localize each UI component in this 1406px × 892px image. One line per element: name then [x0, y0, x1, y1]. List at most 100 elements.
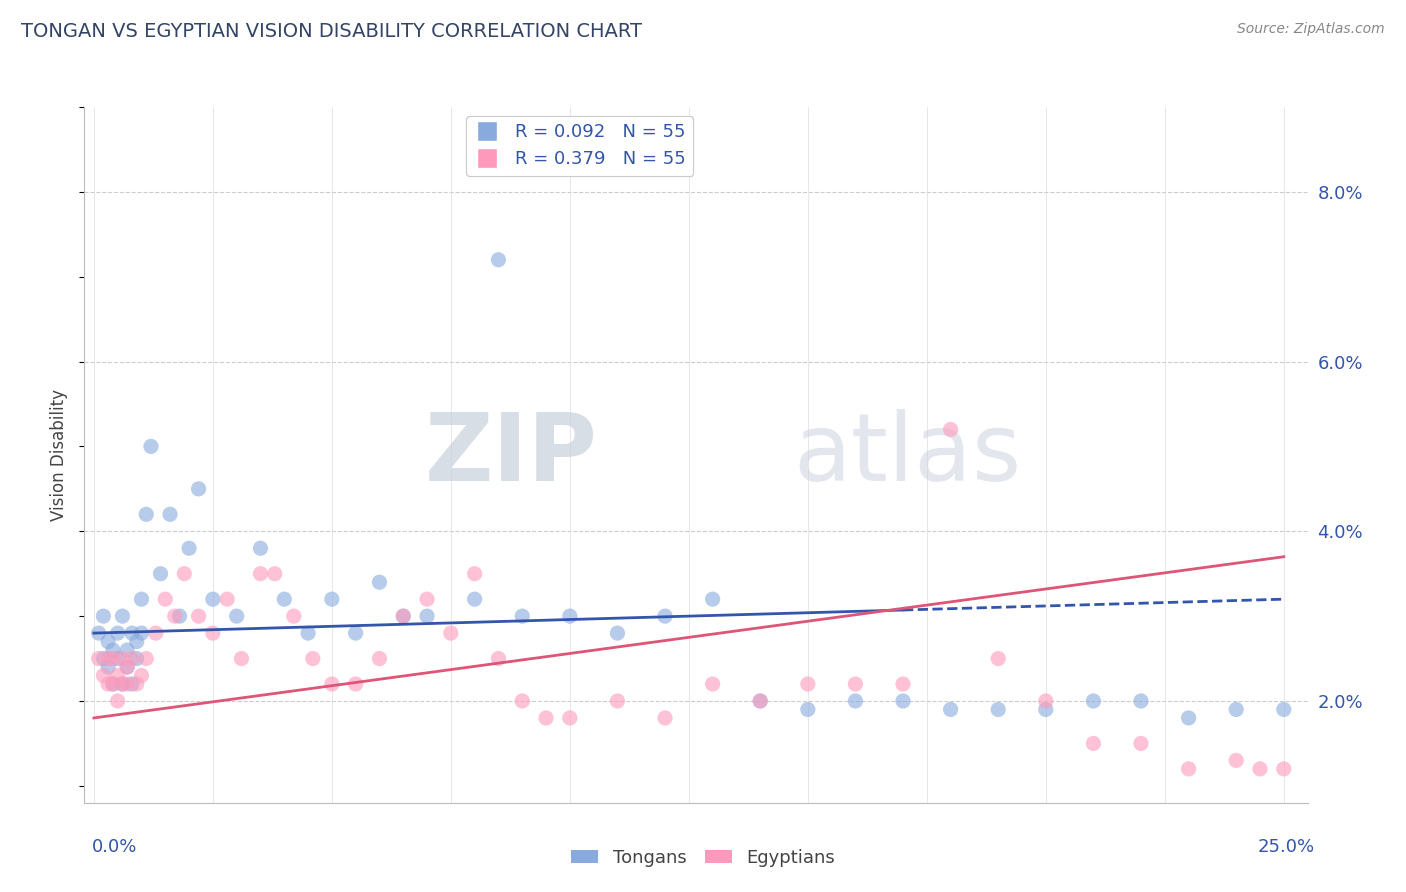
Point: [654, 609, 676, 624]
Point: [797, 677, 820, 691]
Point: [534, 711, 557, 725]
Point: [939, 702, 962, 716]
Point: [797, 702, 820, 716]
Text: TONGAN VS EGYPTIAN VISION DISABILITY CORRELATION CHART: TONGAN VS EGYPTIAN VISION DISABILITY COR…: [21, 22, 643, 41]
Point: [149, 566, 172, 581]
Point: [891, 677, 914, 691]
Point: [558, 711, 581, 725]
Point: [111, 677, 134, 691]
Point: [101, 651, 124, 665]
Point: [111, 651, 134, 665]
Point: [464, 566, 486, 581]
Point: [231, 651, 253, 665]
Point: [111, 677, 134, 691]
Point: [344, 677, 367, 691]
Point: [121, 677, 143, 691]
Point: [749, 694, 772, 708]
Point: [987, 651, 1010, 665]
Point: [1035, 702, 1057, 716]
Point: [1035, 694, 1057, 708]
Point: [249, 541, 271, 556]
Point: [263, 566, 285, 581]
Point: [111, 609, 134, 624]
Point: [93, 651, 115, 665]
Point: [249, 566, 271, 581]
Point: [1272, 702, 1295, 716]
Point: [558, 609, 581, 624]
Point: [844, 677, 866, 691]
Point: [121, 626, 143, 640]
Point: [201, 592, 224, 607]
Point: [97, 677, 120, 691]
Point: [87, 651, 110, 665]
Point: [131, 668, 153, 682]
Point: [321, 592, 343, 607]
Point: [201, 626, 224, 640]
Point: [368, 651, 391, 665]
Point: [135, 508, 157, 522]
Point: [510, 609, 533, 624]
Point: [606, 626, 628, 640]
Point: [125, 634, 148, 648]
Point: [606, 694, 628, 708]
Point: [1130, 694, 1153, 708]
Point: [344, 626, 367, 640]
Point: [297, 626, 319, 640]
Point: [416, 609, 439, 624]
Point: [217, 592, 239, 607]
Point: [987, 702, 1010, 716]
Point: [488, 651, 510, 665]
Point: [1272, 762, 1295, 776]
Point: [939, 422, 962, 436]
Point: [187, 609, 209, 624]
Point: [115, 677, 138, 691]
Point: [131, 592, 153, 607]
Point: [107, 651, 129, 665]
Point: [1083, 736, 1105, 750]
Point: [283, 609, 305, 624]
Point: [187, 482, 209, 496]
Point: [135, 651, 157, 665]
Point: [177, 541, 200, 556]
Point: [891, 694, 914, 708]
Point: [107, 694, 129, 708]
Point: [301, 651, 323, 665]
Point: [392, 609, 415, 624]
Point: [273, 592, 295, 607]
Point: [1177, 762, 1199, 776]
Point: [97, 660, 120, 674]
Point: [464, 592, 486, 607]
Legend: R = 0.092   N = 55, R = 0.379   N = 55: R = 0.092 N = 55, R = 0.379 N = 55: [467, 116, 693, 176]
Point: [169, 609, 191, 624]
Point: [1083, 694, 1105, 708]
Point: [155, 592, 177, 607]
Point: [225, 609, 247, 624]
Point: [101, 677, 124, 691]
Point: [844, 694, 866, 708]
Point: [702, 677, 724, 691]
Text: 0.0%: 0.0%: [91, 838, 136, 856]
Point: [121, 651, 143, 665]
Text: ZIP: ZIP: [425, 409, 598, 501]
Point: [101, 677, 124, 691]
Point: [173, 566, 195, 581]
Point: [510, 694, 533, 708]
Point: [1225, 753, 1247, 767]
Point: [131, 626, 153, 640]
Point: [93, 609, 115, 624]
Point: [1177, 711, 1199, 725]
Point: [97, 651, 120, 665]
Point: [139, 439, 162, 453]
Point: [101, 643, 124, 657]
Point: [1130, 736, 1153, 750]
Point: [107, 626, 129, 640]
Legend: Tongans, Egyptians: Tongans, Egyptians: [564, 842, 842, 874]
Point: [702, 592, 724, 607]
Point: [749, 694, 772, 708]
Point: [93, 668, 115, 682]
Point: [163, 609, 186, 624]
Point: [159, 508, 181, 522]
Point: [125, 677, 148, 691]
Point: [654, 711, 676, 725]
Point: [107, 668, 129, 682]
